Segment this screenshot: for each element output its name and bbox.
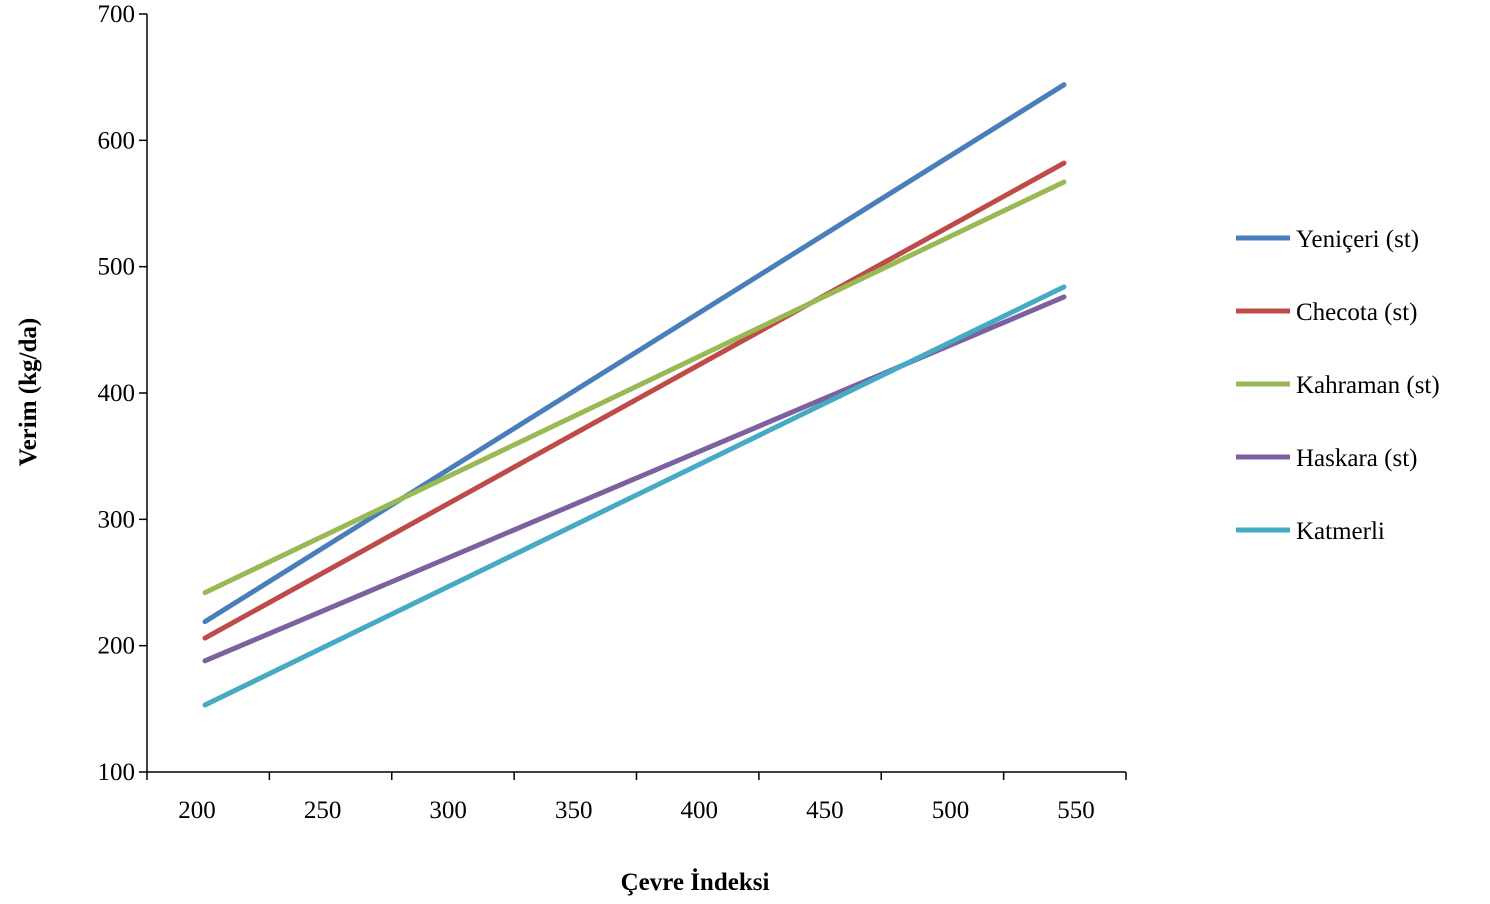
y-tick-label: 200 [98, 633, 136, 660]
x-tick-label: 500 [932, 797, 970, 824]
y-tick-label: 300 [98, 506, 136, 533]
legend-label: Checota (st) [1296, 299, 1417, 326]
y-tick-label: 500 [98, 254, 136, 281]
x-tick-label: 200 [178, 797, 216, 824]
series-line-1 [202, 82, 1067, 625]
series-lines [202, 82, 1067, 708]
series-line-2 [202, 160, 1067, 641]
axes: 100 200 300 400 500 600 700 200 250 300 350 400 450 5… [98, 1, 1127, 824]
x-tick-label: 550 [1057, 797, 1095, 824]
y-tick-label: 400 [98, 380, 136, 407]
legend-label: Haskara (st) [1296, 445, 1417, 472]
x-tick-label: 300 [429, 797, 467, 824]
x-tick-label: 350 [555, 797, 593, 824]
y-tick-label: 100 [98, 759, 136, 786]
legend-label: Kahraman (st) [1296, 372, 1440, 399]
x-axis-title: Çevre İndeksi [621, 868, 770, 896]
legend-label: Katmerli [1296, 518, 1385, 545]
x-tick-label: 250 [304, 797, 342, 824]
y-axis-title: Verim (kg/da) [15, 318, 42, 466]
x-tick-label: 450 [806, 797, 844, 824]
y-tick-label: 600 [98, 127, 136, 154]
x-tick-label: 400 [681, 797, 719, 824]
y-tick-label: 700 [98, 1, 136, 28]
series-line-3 [202, 179, 1067, 596]
legend-label: Yeniçeri (st) [1296, 226, 1419, 253]
legend: Yeniçeri (st) Checota (st) Kahraman (st) Ha… [1236, 226, 1440, 545]
series-line-5 [202, 284, 1067, 708]
